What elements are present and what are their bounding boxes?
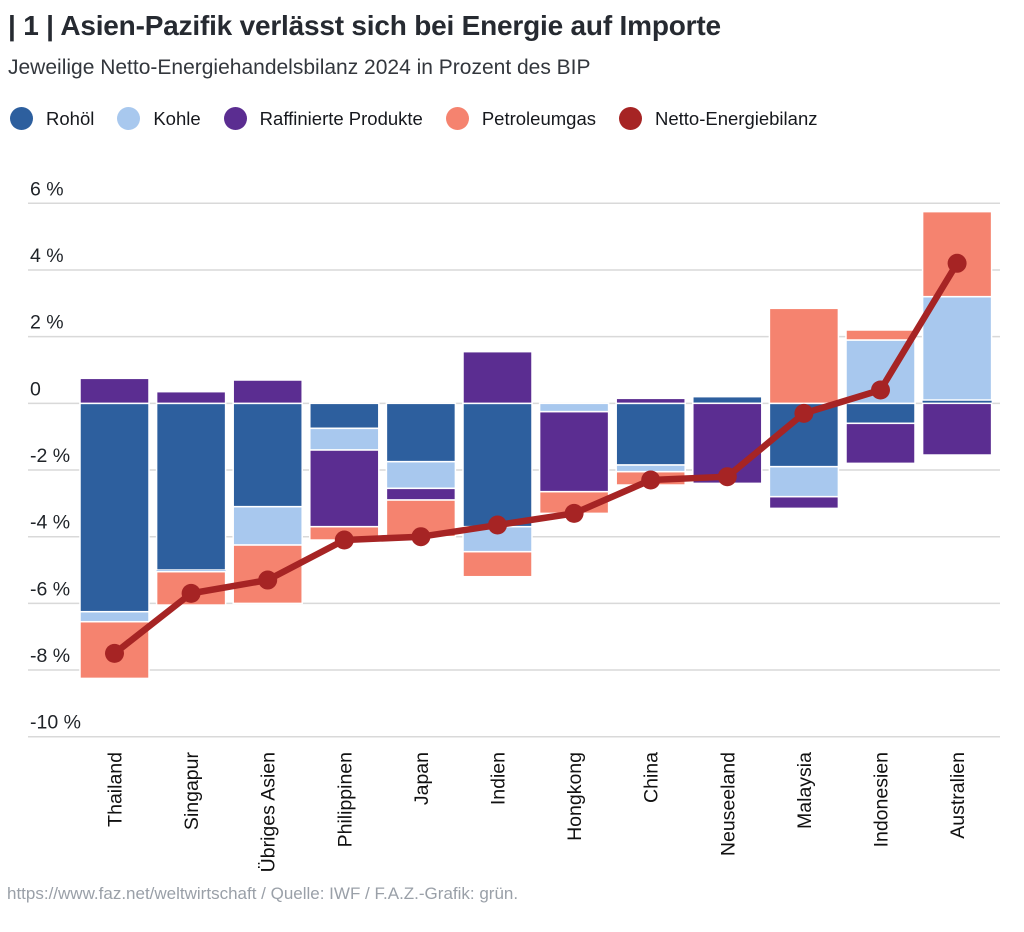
chart-subtitle: Jeweilige Netto-Energiehandelsbilanz 202…: [8, 56, 591, 79]
legend-label: Rohöl: [46, 107, 95, 129]
bar-segment-petroleumgas: [845, 329, 916, 341]
legend-item-rohol: Rohöl: [10, 107, 94, 130]
bar-segment-raffinierte-produkte: [768, 495, 840, 510]
bar-segment-raffinierte-produkte: [921, 402, 993, 456]
y-axis-tick-label: -2 %: [30, 445, 70, 467]
bar-segment-rohol: [462, 402, 533, 528]
x-label-philippinen: Philippinen: [334, 752, 356, 847]
legend-dot-rohol-icon: [10, 107, 33, 130]
netto-line: [111, 260, 961, 657]
bar-segment-rohol: [155, 402, 227, 571]
legend-label: Kohle: [153, 107, 201, 129]
y-axis-tick-label: 4 %: [30, 245, 64, 267]
x-label-australien: Australien: [947, 752, 969, 839]
bar-philippinen: [309, 402, 380, 541]
bar-hongkong: [538, 402, 610, 515]
y-axis-tick-label: 6 %: [30, 178, 64, 200]
bar-segment-rohol: [615, 402, 686, 466]
bar-segment-kohle: [921, 295, 993, 401]
legend-dot-raffinierte-produkte-icon: [223, 107, 247, 130]
netto-line-series: [105, 253, 967, 663]
netto-dot-japan: [411, 527, 431, 547]
bar-segment-kohle: [309, 427, 380, 451]
x-label-china: China: [641, 752, 663, 803]
bar-indien: [462, 350, 533, 578]
source-credit: https://www.faz.net/weltwirtschaft / Que…: [7, 884, 519, 903]
bar-segment-rohol: [922, 400, 992, 404]
bar-australien: [921, 210, 993, 456]
bar-segment-raffinierte-produkte: [155, 390, 227, 405]
netto-dot-philippinen: [334, 530, 354, 550]
bar-segment-rohol: [309, 402, 380, 430]
x-label-neuseeland: Neuseeland: [717, 752, 739, 856]
netto-dot-malaysia: [794, 403, 814, 423]
bar-segment-kohle: [232, 505, 303, 546]
x-label-ubriges-asien: Übriges Asien: [258, 752, 280, 872]
x-label-thailand: Thailand: [105, 752, 127, 827]
bar-segment-rohol: [79, 402, 150, 613]
y-axis-tick-label: 0: [30, 378, 41, 400]
bar-segment-raffinierte-produkte: [309, 449, 380, 528]
bar-segment-petroleumgas: [462, 550, 533, 578]
x-label-singapur: Singapur: [181, 751, 203, 830]
page-title: | 1 | Asien-Pazifik verlässt sich bei En…: [8, 10, 721, 41]
bar-segment-petroleumgas: [768, 307, 840, 405]
bar-segment-kohle: [768, 465, 840, 498]
bar-segment-raffinierte-produkte: [462, 350, 533, 405]
x-axis-labels: Thailand Singapur Übriges Asien Philippinen…: [105, 751, 970, 872]
y-axis-tick-label: -6 %: [30, 578, 70, 600]
bar-segment-raffinierte-produkte: [232, 379, 303, 405]
legend-label: Raffinierte Produkte: [259, 107, 423, 129]
bar-segment-raffinierte-produkte: [79, 377, 150, 405]
netto-dot-singapur: [181, 583, 201, 603]
netto-dot-indien: [488, 515, 507, 535]
x-label-indien: Indien: [488, 752, 510, 805]
bar-segment-rohol: [232, 402, 303, 508]
netto-dot-thailand: [105, 643, 124, 663]
netto-dot-indonesien: [871, 380, 890, 400]
netto-dot-ubriges-asien: [258, 570, 278, 590]
netto-dot-neuseeland: [717, 467, 737, 487]
bar-segment-rohol: [845, 402, 916, 425]
bar-segment-petroleumgas: [232, 544, 303, 605]
bar-segment-raffinierte-produkte: [538, 410, 610, 493]
bar-japan: [385, 402, 457, 538]
bar-segment-rohol: [385, 402, 457, 463]
y-axis-tick-label: -10 %: [30, 712, 81, 734]
legend-dot-kohle-icon: [117, 107, 141, 130]
legend-item-petroleumgas: Petroleumgas: [445, 107, 596, 130]
netto-dot-hongkong: [564, 503, 584, 523]
bar-segment-kohle: [538, 402, 610, 413]
x-label-malaysia: Malaysia: [794, 752, 816, 829]
legend-dot-netto-energiebilanz-icon: [619, 107, 642, 130]
legend-dot-petroleumgas-icon: [445, 107, 469, 130]
x-label-hongkong: Hongkong: [564, 752, 586, 841]
x-label-japan: Japan: [411, 752, 433, 805]
bar-ubriges-asien: [232, 379, 303, 605]
legend-item-netto-energiebilanz: Netto-Energiebilanz: [619, 107, 817, 130]
y-axis-tick-label: -4 %: [30, 512, 70, 534]
bar-segment-rohol: [692, 395, 763, 405]
legend-item-raffinierte-produkte: Raffinierte Produkte: [223, 107, 423, 130]
netto-dot-china: [641, 470, 661, 490]
netto-dot-australien: [947, 253, 967, 273]
bar-segment-raffinierte-produkte: [385, 487, 457, 501]
legend-item-kohle: Kohle: [117, 107, 201, 130]
bar-segment-raffinierte-produkte: [615, 397, 686, 405]
bar-segment-kohle: [79, 610, 150, 623]
legend-label: Petroleumgas: [481, 107, 596, 129]
legend-label: Netto-Energiebilanz: [655, 107, 818, 129]
bar-segment-raffinierte-produkte: [845, 422, 916, 465]
bars: [79, 210, 993, 680]
y-axis-tick-label: 2 %: [30, 312, 64, 334]
bar-thailand: [79, 377, 150, 680]
bar-segment-kohle: [156, 570, 226, 572]
y-axis-tick-label: -8 %: [30, 645, 70, 667]
bar-segment-kohle: [385, 460, 457, 490]
bar-singapur: [155, 390, 227, 606]
legend: Rohöl Kohle Raffinierte Produkte Petroleumg…: [10, 107, 817, 130]
x-label-indonesien: Indonesien: [871, 752, 893, 847]
